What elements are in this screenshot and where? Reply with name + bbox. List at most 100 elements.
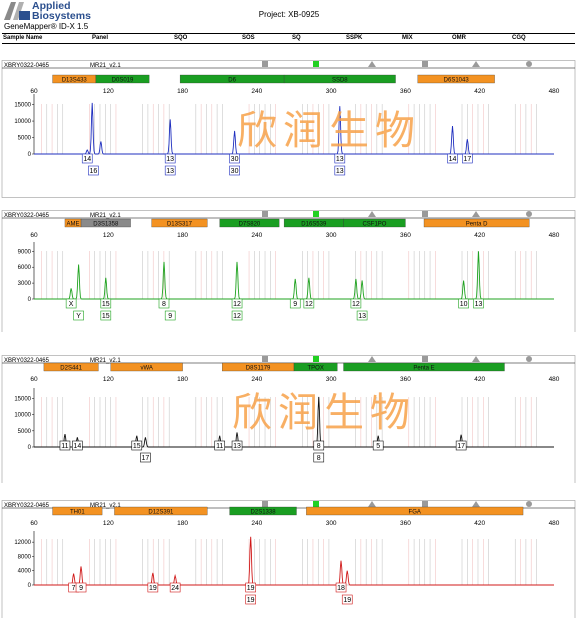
allele-label-box (229, 165, 240, 176)
allele-label: 9 (79, 585, 83, 592)
x-tick-label: 360 (400, 376, 411, 383)
allele-label-box (169, 582, 181, 593)
x-tick-label: 180 (177, 88, 188, 95)
allele-label: 8 (317, 443, 321, 450)
allele-label: 14 (83, 156, 91, 163)
x-tick-label: 300 (326, 88, 337, 95)
allele-label: 19 (149, 585, 157, 592)
locus-bar (110, 362, 183, 372)
panel-name: MR21_v2.1 (90, 213, 121, 219)
locus-label: FGA (409, 509, 421, 515)
panel-name: MR21_v2.1 (90, 358, 121, 364)
y-tick-label: 5000 (18, 136, 32, 142)
allele-label: 17 (142, 455, 150, 462)
allele-label-box (350, 298, 362, 309)
x-tick-label: 360 (400, 520, 411, 527)
allele-label-box (73, 310, 84, 321)
allele-label-box (72, 440, 83, 451)
allele-label: 16 (90, 168, 98, 175)
locus-bar (114, 506, 208, 516)
quality-flag-gray-icon (262, 356, 268, 362)
locus-bar (43, 362, 99, 372)
x-tick-label: 420 (474, 376, 485, 383)
locus-label: CSF1PO (362, 221, 386, 227)
x-tick-label: 420 (474, 520, 485, 527)
locus-label: D7S820 (239, 221, 261, 227)
quality-flag-circle-icon (526, 501, 532, 507)
sample-name: XBRY0322-0465 (4, 63, 50, 69)
x-tick-label: 120 (103, 376, 114, 383)
panel-name: MR21_v2.1 (90, 503, 121, 509)
locus-bar (229, 506, 297, 516)
x-tick-label: 300 (326, 232, 337, 239)
quality-flag-gray-icon (422, 501, 428, 507)
locus-bar (343, 362, 505, 372)
allele-label: 17 (463, 156, 471, 163)
locus-label: Penta D (466, 221, 488, 227)
locus-label: vWA (140, 365, 152, 371)
allele-label: 15 (102, 313, 110, 320)
x-tick-label: 240 (251, 88, 262, 95)
allele-label: 30 (231, 168, 239, 175)
allele-label-box (313, 440, 325, 451)
allele-label: 9 (293, 301, 297, 308)
allele-label: 11 (216, 443, 223, 450)
x-tick-label: 420 (474, 88, 485, 95)
locus-bar (306, 506, 524, 516)
watermark-middle: 欣润生物 (232, 390, 416, 436)
y-tick-label: 8000 (18, 554, 32, 560)
allele-label-box (229, 153, 240, 164)
locus-label: D16S539 (301, 221, 327, 227)
x-tick-label: 120 (103, 232, 114, 239)
locus-bar (343, 218, 406, 228)
allele-label-box (455, 440, 467, 451)
panel-frame (1, 60, 576, 198)
x-tick-label: 120 (103, 88, 114, 95)
quality-flag-triangle-icon (472, 356, 480, 362)
col-panel: Panel (92, 35, 109, 41)
col-sspk: SSPK (346, 35, 363, 41)
quality-flag-green-icon (313, 61, 319, 67)
allele-label-box (158, 298, 170, 309)
locus-label: D3S1358 (93, 221, 119, 227)
allele-label-box (245, 594, 256, 605)
allele-label-box (164, 153, 176, 164)
locus-label: SSD8 (332, 77, 348, 83)
y-tick-label: 5000 (18, 429, 32, 435)
allele-label-box (335, 582, 347, 593)
x-tick-label: 360 (400, 88, 411, 95)
panel-frame (1, 210, 576, 332)
x-tick-label: 240 (251, 376, 262, 383)
allele-label-box (140, 452, 151, 463)
allele-label: Y (76, 313, 81, 320)
panel-red: XBRY0322-0465 MR21_v2.1 TH01 D12S391 D2S1338… (1, 500, 576, 618)
allele-label: 12 (233, 301, 241, 308)
electropherogram-trace (34, 396, 554, 448)
quality-flag-triangle-icon (472, 61, 480, 67)
allele-label-box (372, 440, 384, 451)
allele-label-box (147, 582, 159, 593)
locus-label: D13S433 (62, 77, 88, 83)
allele-label-box (245, 582, 256, 593)
locus-bar (151, 218, 208, 228)
allele-label-box (88, 165, 99, 176)
applied-biosystems-logo-icon (4, 2, 30, 20)
quality-flag-gray-icon (262, 61, 268, 67)
watermark-top: 欣润生物 (237, 108, 421, 154)
y-tick-label: 6000 (18, 265, 32, 271)
panel-blue: XBRY0322-0465 MR21_v2.1 D13S433 D0S019 D6 SSD… (1, 60, 576, 198)
y-tick-label: 0 (28, 152, 32, 158)
allele-label: 19 (343, 597, 351, 604)
allele-label-box (231, 440, 243, 451)
project-title: Project: XB-0925 (258, 10, 320, 19)
locus-bar (52, 506, 103, 516)
col-sample-name: Sample Name (3, 35, 43, 41)
col-mix: MIX (402, 35, 413, 41)
x-tick-label: 240 (251, 232, 262, 239)
locus-bar (417, 74, 495, 84)
quality-flag-circle-icon (526, 356, 532, 362)
allele-label: 10 (460, 301, 468, 308)
y-tick-label: 0 (28, 297, 32, 303)
quality-flag-triangle-icon (368, 61, 376, 67)
quality-flag-triangle-icon (368, 356, 376, 362)
